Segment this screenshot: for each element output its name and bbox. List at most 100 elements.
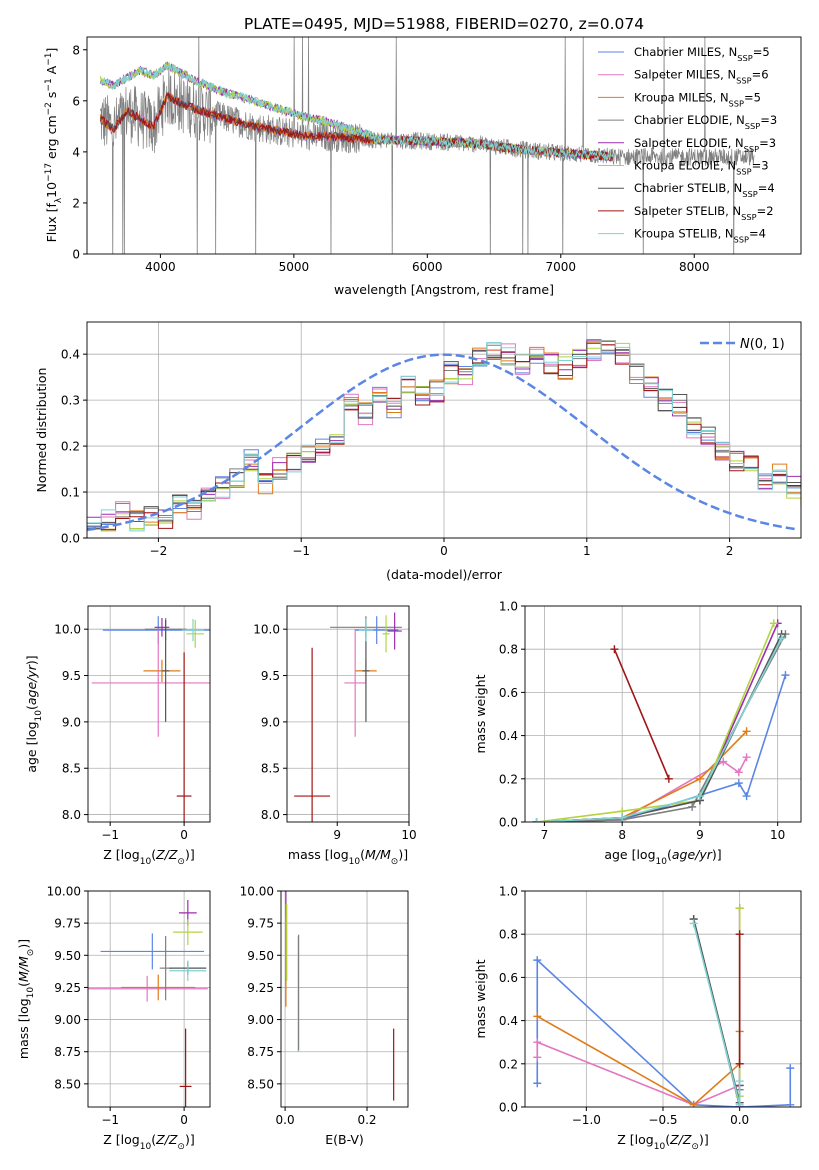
weight-series-line [536, 622, 775, 822]
y-tick-label: 1.0 [499, 885, 518, 899]
y-tick-label: 9.00 [54, 1013, 81, 1027]
spectrum-legend: Chabrier MILES, NSSP=5 Salpeter MILES, NS… [598, 45, 777, 245]
axes-mass_weight_vs_Z: −1.0 −0.5 0.0 0.0 0.2 0.4 0.6 0.8 1.0 Z [log10(Z/… [473, 885, 802, 1152]
axes-frame [87, 605, 211, 823]
histogram-step-line [87, 342, 801, 529]
y-tick-label: 0.6 [499, 971, 518, 985]
plot-area [91, 616, 210, 822]
figure-title: PLATE=0495, MJD=51988, FIBERID=0270, z=0… [244, 15, 644, 33]
y-tick-label: 0.6 [499, 686, 518, 700]
histogram-step-line [87, 342, 801, 527]
y-tick-label: 6 [72, 94, 80, 108]
x-axis-label: age [log10(age/yr)] [604, 847, 721, 867]
x-tick-label: 9 [333, 828, 341, 842]
normal-curve-line [87, 353, 799, 532]
x-tick-label: 0.0 [730, 1113, 749, 1127]
axes-residuals: −2 −1 0 1 2 0.0 0.1 0.2 0.3 0.4 N(0, 1) (data-model… [34, 321, 802, 582]
x-tick-label: −2 [150, 544, 168, 558]
y-tick-label: 9.0 [261, 715, 280, 729]
y-tick-label: 9.75 [54, 917, 81, 931]
x-tick-label: −1 [292, 544, 310, 558]
axes-frame [86, 36, 802, 255]
weight-marker [689, 919, 698, 928]
weight-marker [734, 779, 743, 788]
y-tick-label: 8.5 [62, 762, 81, 776]
x-tick-label: 8000 [679, 260, 710, 274]
y-tick-label: 9.5 [62, 669, 81, 683]
legend-label: Kroupa ELODIE, NSSP=3 [634, 159, 769, 177]
weight-marker [735, 904, 744, 913]
weight-marker [610, 645, 619, 654]
x-tick-label: 9 [696, 828, 704, 842]
plot-area [88, 900, 208, 1107]
y-tick-label: 8 [72, 43, 80, 57]
y-tick-label: 8.50 [247, 1077, 274, 1091]
y-tick-label: 8.5 [261, 762, 280, 776]
y-tick-label: 0.2 [499, 1057, 518, 1071]
legend-label: Salpeter STELIB, NSSP=2 [634, 204, 774, 222]
y-tick-label: 9.00 [247, 1013, 274, 1027]
weight-series-line [613, 648, 670, 780]
plot-area [294, 612, 402, 822]
weight-series-line [536, 638, 783, 822]
x-tick-label: 6000 [412, 260, 443, 274]
weight-marker [688, 802, 697, 811]
legend-label: Salpeter ELODIE, NSSP=3 [634, 136, 776, 154]
legend-label: Chabrier ELODIE, NSSP=3 [634, 113, 777, 131]
y-tick-label: 8.50 [54, 1077, 81, 1091]
weight-series-line [536, 1015, 741, 1106]
y-tick-label: 0.3 [61, 394, 80, 408]
y-tick-label: 0.8 [499, 643, 518, 657]
weight-marker [695, 792, 704, 801]
x-tick-label: 7000 [546, 260, 577, 274]
weight-marker [735, 1100, 744, 1107]
x-tick-label: 5000 [279, 260, 310, 274]
x-tick-label: −0.5 [648, 1113, 677, 1127]
y-axis-label: age [log10(age/yr)] [24, 655, 44, 772]
weight-series-line [692, 923, 741, 1106]
axes-age_vs_mass: 9 10 8.0 8.5 9.0 9.5 10.0 mass [log10(M/M⊙)] [253, 605, 417, 867]
y-tick-label: 0.1 [61, 486, 80, 500]
weight-marker [664, 774, 673, 783]
x-tick-label: −1 [101, 828, 119, 842]
legend-label: Salpeter MILES, NSSP=6 [634, 68, 769, 86]
y-tick-label: 9.25 [54, 981, 81, 995]
weight-marker [533, 1012, 542, 1021]
y-tick-label: 10.00 [47, 885, 81, 899]
y-tick-label: 9.25 [247, 981, 274, 995]
weight-marker [618, 813, 627, 822]
weight-marker [734, 768, 743, 777]
legend-label: N(0, 1) [740, 337, 785, 352]
weight-marker [786, 1100, 795, 1107]
y-tick-label: 9.50 [54, 949, 81, 963]
x-tick-label: 0.0 [276, 1113, 295, 1127]
data-spectrum-line [100, 37, 755, 254]
y-tick-label: 4 [72, 145, 80, 159]
x-tick-label: 8 [618, 828, 626, 842]
x-axis-label: E(B-V) [325, 1132, 364, 1147]
legend-label: Kroupa MILES, NSSP=5 [634, 90, 761, 108]
y-tick-label: 10.0 [54, 623, 81, 637]
x-tick-label: 1 [583, 544, 591, 558]
x-tick-label: 0 [440, 544, 448, 558]
axes-mass_weight_vs_age: 7 8 9 10 0.0 0.2 0.4 0.6 0.8 1.0 age [log10(age/yr… [473, 600, 802, 867]
x-axis-label: Z [log10(Z/Z⊙)] [103, 847, 194, 867]
weight-series-line [536, 958, 792, 1107]
x-tick-label: 10 [401, 828, 416, 842]
weight-marker [742, 727, 751, 736]
y-tick-label: 8.0 [62, 808, 81, 822]
y-axis-label: Flux [fλ10−17 erg cm−2 s−1 A−1] [44, 48, 64, 243]
weight-marker [533, 1079, 542, 1088]
x-tick-label: −1 [101, 1113, 119, 1127]
weight-marker [742, 753, 751, 762]
plot-area [285, 891, 395, 1101]
weight-marker [769, 619, 778, 628]
axes-mass_vs_ebv: 0.0 0.2 8.50 8.75 9.00 9.25 9.50 9.75 10.00 E(B-V… [240, 885, 409, 1147]
y-tick-label: 9.75 [247, 917, 274, 931]
y-tick-label: 9.0 [62, 715, 81, 729]
y-tick-label: 0.0 [499, 816, 518, 830]
model-spectrum-line [99, 62, 615, 162]
legend-label: Chabrier MILES, NSSP=5 [634, 45, 770, 63]
